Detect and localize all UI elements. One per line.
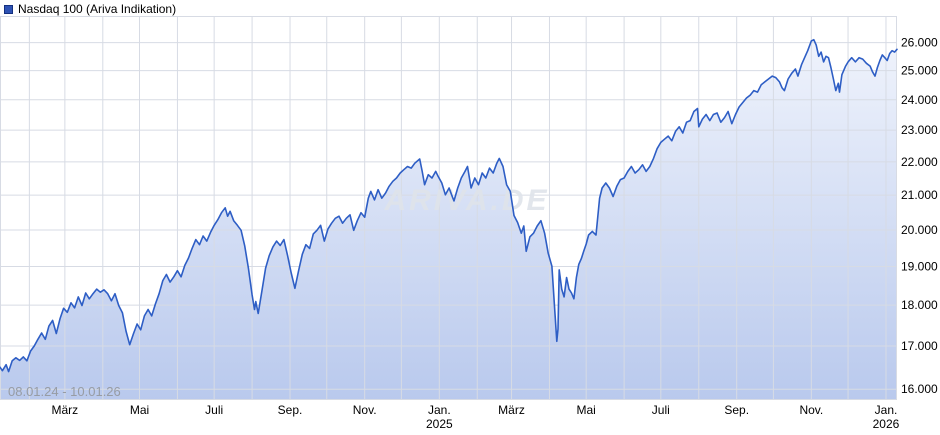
watermark-text: ARIVA.DE [383, 184, 549, 217]
x-axis-label: Jan. [875, 403, 898, 417]
y-axis-label: 16.000 [901, 382, 938, 396]
y-axis-label: 21.000 [901, 188, 938, 202]
y-axis-label: 23.000 [901, 123, 938, 137]
y-axis-label: 22.000 [901, 155, 938, 169]
price-area [0, 39, 897, 400]
price-line [0, 38, 898, 373]
y-axis-label: 18.000 [901, 298, 938, 312]
y-axis-label: 25.000 [901, 64, 938, 78]
series-color-swatch [4, 4, 13, 14]
legend: Nasdaq 100 (Ariva Indikation) [4, 3, 176, 15]
x-axis-label: März [498, 403, 525, 417]
x-axis-year-label: 2025 [426, 417, 453, 431]
x-axis-label: Nov. [799, 403, 823, 417]
x-axis-label: Sep. [278, 403, 303, 417]
x-axis-label: Juli [205, 403, 223, 417]
x-axis-label: März [52, 403, 79, 417]
x-axis-label: Mai [576, 403, 595, 417]
y-axis-label: 20.000 [901, 223, 938, 237]
x-axis-label: Mai [130, 403, 149, 417]
y-axis-label: 24.000 [901, 93, 938, 107]
plot-border [0, 16, 897, 400]
x-axis-label: Jan. [428, 403, 451, 417]
x-axis-label: Juli [652, 403, 670, 417]
y-axis-label: 19.000 [901, 260, 938, 274]
chart-title: Nasdaq 100 (Ariva Indikation) [18, 2, 177, 16]
date-range-label: 08.01.24 - 10.01.26 [8, 384, 121, 399]
x-axis-label: Nov. [353, 403, 377, 417]
x-axis-label: Sep. [724, 403, 749, 417]
x-axis-year-label: 2026 [873, 417, 900, 431]
y-axis-label: 17.000 [901, 339, 938, 353]
y-axis-label: 26.000 [901, 36, 938, 50]
